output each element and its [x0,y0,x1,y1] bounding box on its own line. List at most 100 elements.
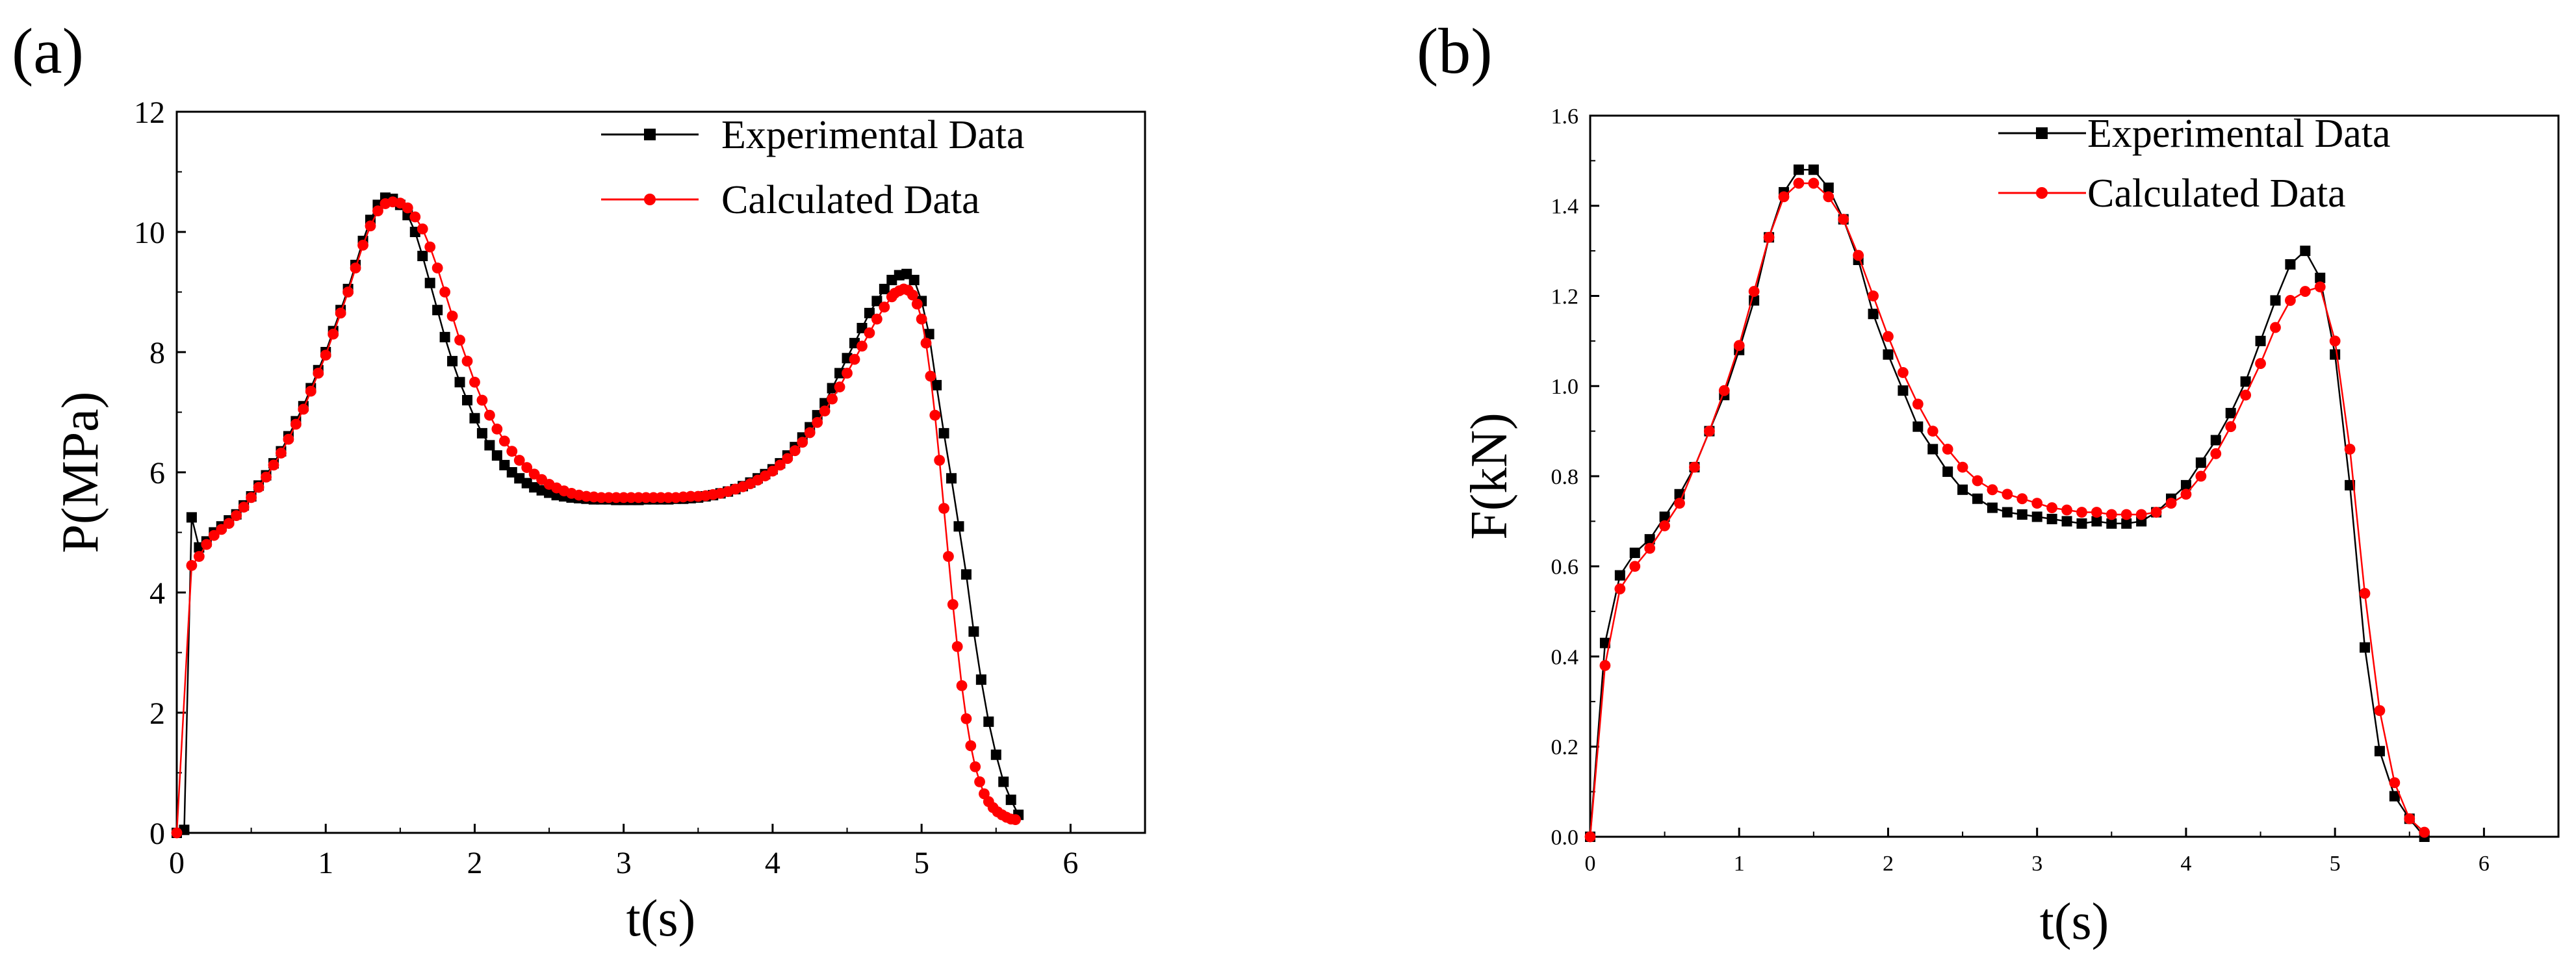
data-point-calculated [2240,389,2252,401]
data-point-experimental [864,307,875,318]
y-tick-label: 0.2 [1551,735,1579,759]
y-tick-label: 4 [149,576,165,611]
data-point-calculated [2016,493,2028,505]
data-point-experimental [186,512,197,523]
data-point-calculated [2329,335,2341,347]
panel-b-legend-experimental: Experimental Data [2087,112,2391,156]
x-tick-label: 4 [765,846,780,880]
data-point-calculated [2419,826,2430,838]
data-point-calculated [171,827,183,839]
data-point-calculated [483,409,495,421]
data-point-calculated [2225,421,2237,433]
data-point-calculated [1883,331,1894,342]
data-point-calculated [1808,177,1820,189]
data-point-calculated [1659,520,1671,531]
panel-a-legend: Experimental Data Calculated Data [601,113,1025,222]
data-point-calculated [402,202,413,214]
data-point-experimental [2345,479,2356,490]
data-point-calculated [1823,191,1835,203]
data-point-calculated [2106,509,2117,520]
data-point-experimental [953,521,964,532]
legend-marker-circle [644,194,656,205]
data-point-experimental [871,296,882,307]
data-point-experimental [454,377,465,388]
data-point-calculated [929,409,941,421]
data-point-experimental [2240,376,2251,387]
data-point-calculated [1010,814,1021,826]
y-tick-label: 12 [134,96,165,130]
data-point-experimental [447,355,458,366]
panel-b-series [1584,164,2430,843]
data-point-experimental [2389,791,2400,802]
data-point-experimental [1793,164,1804,175]
data-point-experimental [2285,259,2296,270]
data-point-calculated [1838,214,1849,225]
data-point-calculated [283,433,294,445]
data-point-calculated [1718,385,1730,396]
data-point-calculated [974,776,985,787]
data-point-calculated [342,287,354,298]
panel-a-series [171,192,1024,839]
data-point-experimental [2046,513,2057,524]
data-point-calculated [2255,358,2266,369]
data-point-calculated [223,518,235,529]
data-point-calculated [2002,489,2013,500]
data-point-experimental [998,776,1009,787]
y-tick-label: 0 [149,817,165,851]
data-point-experimental [2031,511,2042,522]
data-point-experimental [1823,183,1834,193]
data-point-calculated [417,223,428,235]
data-point-calculated [2270,322,2281,333]
data-point-experimental [938,427,949,439]
data-point-calculated [2404,813,2415,824]
data-point-calculated [328,328,339,340]
data-point-calculated [2165,498,2177,509]
data-point-calculated [431,262,443,274]
panel-b-axes: 0 1 2 3 4 5 6 0.0 0.2 0.4 0.6 0.8 1.0 1.2 1.4 1.6 [1551,105,2490,876]
data-point-calculated [238,502,250,513]
data-point-calculated [2046,502,2058,513]
y-tick-label: 1.6 [1551,105,1579,129]
data-point-calculated [925,370,936,382]
data-point-experimental [462,395,472,405]
x-tick-label: 0 [1585,852,1596,876]
panel-a-y-axis-title: P(MPa) [52,392,109,554]
data-point-calculated [879,301,890,313]
data-point-experimental [2195,457,2206,468]
y-tick-label: 0.8 [1551,465,1579,489]
panel-b-legend: Experimental Data Calculated Data [1998,112,2391,216]
data-point-experimental [432,305,443,316]
data-point-experimental [2330,349,2341,360]
data-point-calculated [774,459,786,471]
data-point-calculated [1763,231,1775,243]
data-point-calculated [298,403,309,415]
data-point-calculated [970,761,981,772]
data-point-calculated [372,205,383,217]
data-point-calculated [871,313,882,325]
data-point-calculated [2195,470,2207,482]
data-point-calculated [920,337,932,349]
data-point-calculated [911,298,923,310]
legend-marker-square [644,129,656,140]
data-point-calculated [498,435,510,447]
data-point-calculated [2150,507,2162,518]
data-point-experimental [2300,246,2311,257]
y-tick-label: 10 [134,216,165,250]
data-point-experimental [946,473,957,484]
data-point-experimental [1599,637,1610,648]
data-point-calculated [1897,367,1909,378]
data-point-calculated [521,462,533,473]
data-point-calculated [1942,443,1953,455]
data-point-calculated [261,472,272,483]
y-tick-label: 6 [149,456,165,490]
x-tick-label: 2 [467,846,482,880]
data-point-calculated [1584,831,1596,843]
data-point-calculated [246,492,257,503]
panel-a-legend-experimental: Experimental Data [721,113,1025,157]
data-point-calculated [2314,281,2326,293]
data-point-experimental [2076,518,2087,529]
data-point-calculated [290,418,302,430]
